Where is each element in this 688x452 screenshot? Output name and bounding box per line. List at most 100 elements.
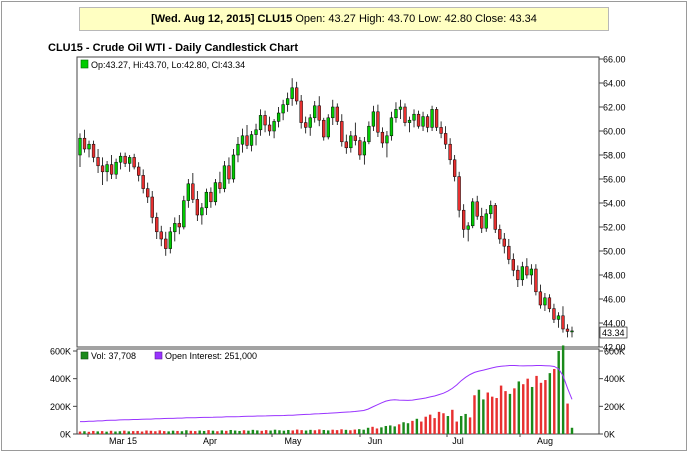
candle-body: [389, 117, 394, 137]
candle-body: [218, 182, 222, 189]
candle-body: [425, 116, 430, 128]
candle-body: [191, 183, 195, 200]
candle-body: [412, 113, 416, 121]
volume-bar: [264, 430, 268, 434]
price-tick-label: 62.00: [603, 103, 626, 113]
volume-bar: [375, 428, 379, 434]
candle-body: [326, 117, 330, 138]
candle-body: [498, 229, 502, 240]
volume-bar: [406, 423, 410, 434]
date-axis: Mar 15 Apr May Jun Jul Aug: [87, 434, 553, 446]
price-legend: Op:43.27, Hi:43.70, Lo:42.80, Cl:43.34: [80, 59, 245, 70]
candle-body: [290, 87, 294, 99]
candle-body: [299, 100, 303, 123]
price-tick-label: 60.00: [603, 127, 626, 137]
volume-tick-label-right: 400K: [604, 374, 625, 384]
volume-bar: [313, 430, 317, 434]
price-legend-text: Op:43.27, Hi:43.70, Lo:42.80, Cl:43.34: [91, 60, 245, 70]
volume-bar: [446, 416, 450, 434]
candle-body: [308, 117, 312, 128]
candle-body: [367, 125, 371, 143]
candle-body: [222, 165, 227, 189]
volume-bar: [180, 431, 184, 434]
candle-body: [380, 131, 385, 144]
volume-bar: [211, 430, 215, 434]
volume-bar: [256, 430, 259, 434]
volume-bar: [561, 345, 565, 434]
last-price-box: [599, 326, 628, 339]
candle-body: [543, 297, 547, 306]
volume-bar: [105, 431, 108, 434]
volume-bar: [433, 418, 436, 434]
volume-bar: [273, 429, 277, 434]
candle-body: [96, 157, 100, 167]
candle-body: [209, 191, 213, 203]
volume-bar: [282, 430, 286, 434]
candle-body: [276, 112, 281, 122]
candle-body: [394, 109, 398, 119]
candle-body: [114, 161, 118, 175]
volume-bar: [162, 431, 166, 434]
candle-body: [227, 165, 231, 180]
candle-body: [322, 119, 326, 138]
candle-body: [520, 266, 524, 281]
candle-body: [195, 199, 200, 216]
volume-bar: [238, 430, 241, 434]
volume-bar: [171, 430, 175, 434]
volume-bar: [366, 427, 370, 434]
candle-body: [317, 105, 321, 121]
candle-body: [376, 111, 380, 133]
candle-body: [480, 215, 484, 229]
date-tick-label: Aug: [537, 436, 553, 446]
candle-body: [547, 297, 552, 309]
candle-body: [263, 115, 267, 126]
volume-bar: [358, 429, 361, 434]
candle-body: [421, 116, 425, 127]
volume-bar: [207, 430, 210, 434]
volume-bar: [322, 429, 326, 434]
candle-body: [123, 155, 127, 164]
candle-body: [471, 201, 475, 227]
volume-bar: [269, 430, 272, 434]
candle-body: [313, 105, 317, 119]
candle-body: [109, 164, 114, 175]
candle-body: [132, 157, 136, 168]
volume-bar: [539, 382, 543, 434]
candle-body: [398, 106, 403, 110]
candle-body: [556, 315, 561, 320]
volume-bar: [194, 431, 197, 434]
chart-title: CLU15 - Crude Oil WTI - Daily Candlestic…: [48, 42, 298, 54]
volume-bar: [140, 431, 144, 434]
volume-bar: [384, 425, 388, 434]
price-tick-label: 54.00: [603, 199, 626, 209]
price-tick-label: 42.00: [603, 343, 626, 353]
open-interest-line: [80, 365, 573, 423]
volume-bar: [495, 398, 498, 434]
volume-bar: [415, 418, 419, 434]
volume-bar: [189, 430, 193, 434]
candle-body: [538, 291, 543, 306]
candle-body: [155, 217, 159, 233]
volume-bar: [402, 422, 405, 434]
candle-body: [182, 200, 186, 228]
volume-bar: [504, 391, 507, 434]
volume-bar: [393, 426, 396, 434]
volume-bar: [291, 430, 294, 434]
volume-bar: [473, 395, 476, 434]
candle-body: [295, 87, 299, 102]
volume-bars: [78, 345, 574, 434]
candle-body: [489, 205, 493, 215]
volume-bar: [202, 430, 206, 434]
volume-bar: [216, 431, 219, 434]
candle-body: [493, 205, 497, 230]
candle-body: [344, 141, 348, 149]
volume-bar: [411, 420, 414, 434]
candle-body: [529, 268, 534, 276]
volume-bar: [455, 421, 458, 434]
price-tick-label: 46.00: [603, 295, 626, 305]
candle-body: [362, 141, 367, 156]
volume-bar: [362, 429, 365, 434]
volume-bar: [442, 413, 445, 434]
candle-body: [173, 223, 177, 233]
candles: [78, 78, 574, 338]
